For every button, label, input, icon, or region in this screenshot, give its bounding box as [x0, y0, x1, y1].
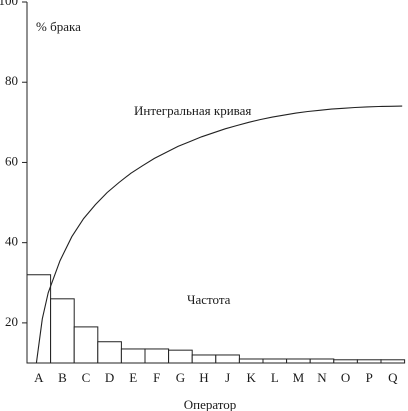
bar-F [144, 348, 170, 364]
y-tick-label: 20 [5, 314, 18, 329]
x-tick-label-A: A [34, 370, 44, 385]
y-tick-label: 40 [5, 234, 18, 249]
x-tick-label-E: E [129, 370, 137, 385]
x-tick-label-L: L [271, 370, 279, 385]
x-tick-label-B: B [58, 370, 67, 385]
y-ticks: 20 40 60 80 100 [0, 0, 27, 329]
bar-A [26, 274, 52, 364]
cumulative-curve-series [35, 105, 403, 364]
bar-K [238, 358, 264, 364]
x-tick-label-N: N [317, 370, 327, 385]
bar-C [73, 326, 99, 364]
bar-D [97, 341, 122, 364]
bar-J [215, 354, 240, 364]
x-tick-label-D: D [105, 370, 114, 385]
x-tick-label-Q: Q [388, 370, 398, 385]
bar-B [50, 298, 75, 364]
curve-annotation: Интегральная кривая [134, 103, 251, 118]
x-tick-label-F: F [153, 370, 160, 385]
bars-annotation: Частота [187, 292, 231, 307]
bar-N [309, 358, 335, 364]
x-tick-label-G: G [176, 370, 185, 385]
x-tick-label-J: J [225, 370, 230, 385]
x-axis-title: Оператор [184, 397, 237, 411]
bar-L [262, 358, 288, 364]
cumulative-curve-line [35, 105, 403, 364]
bar-Q [380, 359, 406, 364]
bar-series [26, 274, 406, 364]
bar-H [191, 354, 217, 364]
y-tick-label: 100 [0, 0, 18, 8]
x-tick-label-P: P [366, 370, 373, 385]
bar-M [286, 358, 311, 364]
bar-O [333, 359, 358, 364]
y-tick-label: 80 [5, 73, 18, 88]
x-tick-label-M: M [293, 370, 305, 385]
y-tick-label: 60 [5, 153, 18, 168]
bar-E [120, 348, 146, 364]
axes [26, 2, 405, 364]
x-tick-label-H: H [199, 370, 208, 385]
y-axis-title: % брака [36, 19, 81, 34]
x-tick-label-O: O [341, 370, 350, 385]
x-tick-label-C: C [82, 370, 91, 385]
bar-P [356, 359, 382, 364]
x-tick-label-K: K [247, 370, 257, 385]
bar-G [168, 349, 193, 364]
